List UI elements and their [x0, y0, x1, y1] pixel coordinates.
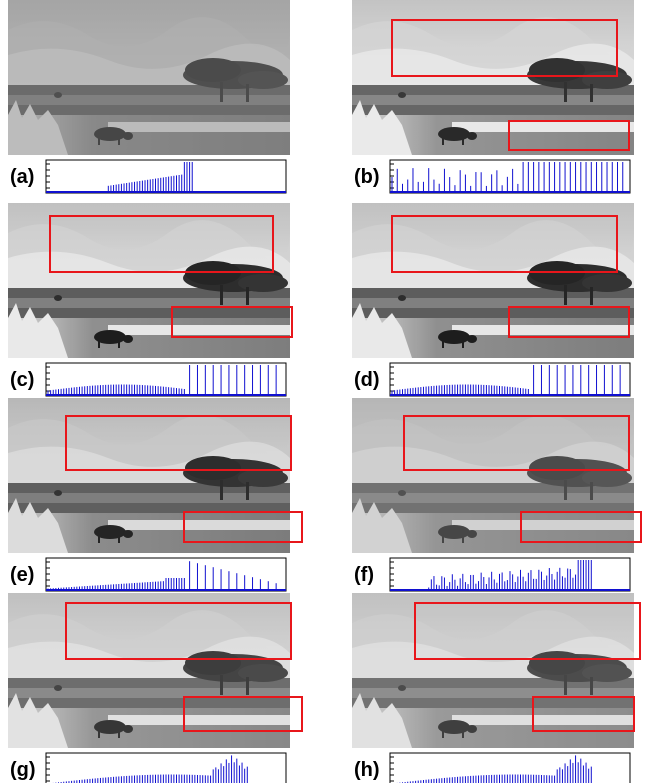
panel-label: (d): [354, 369, 380, 391]
photo-tone: [8, 593, 290, 748]
photo-tone: [352, 203, 634, 358]
highlight-box: [49, 215, 274, 273]
photo-tone: [352, 0, 634, 155]
photo-tone: [8, 203, 290, 358]
panel: (f): [352, 398, 642, 592]
panel-label: (e): [10, 564, 34, 586]
panel-label: (f): [354, 564, 374, 586]
highlight-box: [65, 602, 292, 660]
panel-label: (b): [354, 166, 380, 188]
panel-label: (c): [10, 369, 34, 391]
panel: (a): [8, 0, 290, 194]
highlight-box: [520, 511, 642, 543]
highlight-box: [403, 415, 630, 471]
highlight-box: [391, 215, 618, 273]
highlight-box: [183, 696, 303, 732]
histogram-frame: [389, 159, 631, 194]
photo-tone: [8, 0, 290, 155]
highlight-box: [508, 120, 630, 151]
panel: (e): [8, 398, 303, 592]
panel: (b): [352, 0, 634, 194]
panel: (c): [8, 203, 293, 397]
panel-label: (a): [10, 166, 34, 188]
panel-label: (g): [10, 759, 36, 781]
panel-label: (h): [354, 759, 380, 781]
highlight-box: [183, 511, 303, 543]
photo-tone: [352, 593, 634, 748]
highlight-box: [65, 415, 292, 471]
highlight-box: [532, 696, 635, 732]
highlight-box: [171, 306, 293, 338]
highlight-box: [391, 19, 618, 77]
highlight-box: [508, 306, 630, 338]
photo-tone: [352, 398, 634, 553]
panel: (d): [352, 203, 634, 397]
panel: (h): [352, 593, 641, 783]
highlight-box: [414, 602, 641, 660]
panel: (g): [8, 593, 303, 783]
photo-tone: [8, 398, 290, 553]
